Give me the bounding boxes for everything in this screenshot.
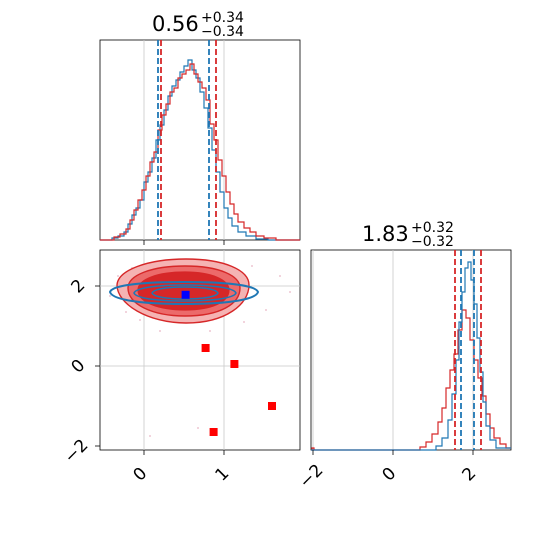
joint-ytick-label-0: 0 <box>68 356 90 378</box>
marginal-p1-xtick-label-2: 2 <box>459 464 481 486</box>
marginal-p1-title-plus: +0.32 <box>411 220 454 236</box>
marginal-p0-hist-red <box>100 63 300 241</box>
marginal-p0-frame <box>99 39 301 241</box>
marginal-p0-title-minus: −0.34 <box>201 24 244 40</box>
joint-contour-blue-mid <box>133 284 237 302</box>
joint-contour-blue-inner <box>151 286 219 300</box>
marginal-p1-hist-blue <box>311 261 511 451</box>
joint-xtick-label-0: 0 <box>130 464 152 486</box>
marginal-p1-title-median: 1.83 <box>362 222 409 246</box>
joint-contour-blue-outer <box>108 280 260 306</box>
marginal-p1-xtick-label-m2: −2 <box>296 461 328 493</box>
joint-markers <box>181 290 276 436</box>
joint-marker-4 <box>181 290 190 299</box>
marginal-p1-panel: −2 0 2 1.83 +0.32 −0.32 <box>296 220 512 493</box>
marginal-p0-title-plus: +0.34 <box>201 10 244 26</box>
joint-panel: 0 1 2 0 −2 <box>61 249 301 486</box>
marginal-p1-xtick-label-0: 0 <box>379 464 401 486</box>
joint-marker-3 <box>209 428 218 436</box>
marginal-p0-hist-blue <box>100 59 300 241</box>
joint-marker-2 <box>268 402 276 410</box>
joint-frame <box>99 249 301 451</box>
marginal-p1-title-minus: −0.32 <box>411 234 454 250</box>
joint-ytick-label-2: 2 <box>68 276 90 298</box>
marginal-p1-hist-red <box>311 309 511 451</box>
joint-ytick-label-m2: −2 <box>61 436 93 468</box>
marginal-p0-panel: 0.56 +0.34 −0.34 <box>99 10 301 245</box>
joint-marker-1 <box>230 360 239 368</box>
marginal-p0-title-median: 0.56 <box>152 12 199 36</box>
joint-marker-0 <box>201 344 210 352</box>
joint-xtick-label-1: 1 <box>212 464 234 486</box>
